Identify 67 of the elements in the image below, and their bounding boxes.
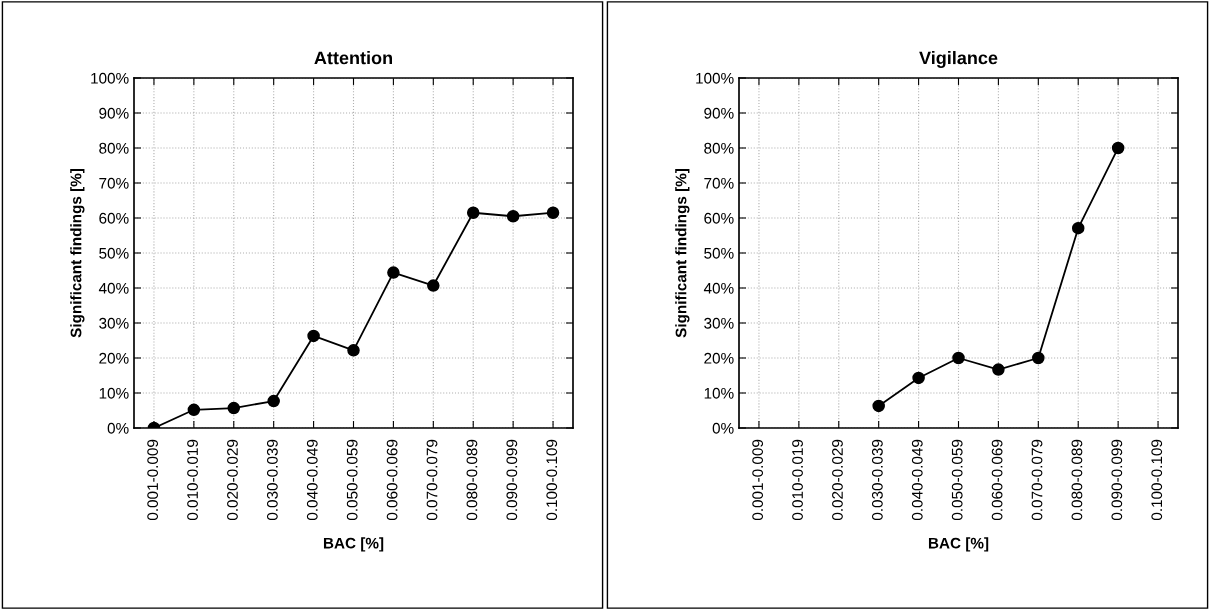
point <box>387 266 400 279</box>
x-tick-label: 0.010-0.019 <box>792 439 803 521</box>
y-tick-label: 100% <box>696 72 734 84</box>
x-tick-label: 0.050-0.059 <box>951 439 963 521</box>
point <box>466 206 480 220</box>
point <box>912 371 925 385</box>
y-tick-label: 50% <box>704 247 734 259</box>
y-tick-label: 80% <box>704 142 734 154</box>
point <box>267 394 280 408</box>
y-tick-label: 70% <box>99 177 129 189</box>
y-tick-label: 90% <box>704 107 734 119</box>
point <box>187 403 201 417</box>
y-tick-label: 40% <box>98 282 129 294</box>
point <box>952 351 965 365</box>
y-tick-label: 40% <box>703 282 734 294</box>
point <box>506 209 520 223</box>
point <box>427 279 440 292</box>
x-tick-label: 0.040-0.049 <box>306 439 318 521</box>
x-axis-title: BAC [%] <box>323 537 384 552</box>
point <box>347 344 360 357</box>
point <box>227 401 241 415</box>
x-tick-label: 0.080-0.089 <box>466 439 478 521</box>
y-tick-label: 60% <box>99 212 129 224</box>
x-tick-label: 0.070-0.079 <box>1031 439 1043 521</box>
y-tick-label: 70% <box>704 177 734 189</box>
x-tick-label: 0.040-0.049 <box>911 439 923 521</box>
x-tick-label: 0.070-0.079 <box>426 439 438 521</box>
x-tick-label: 0.060-0.069 <box>386 439 398 521</box>
chart-title: Attention <box>314 51 392 65</box>
y-tick-label: 10% <box>99 387 129 399</box>
point <box>546 206 560 220</box>
point <box>307 329 320 343</box>
y-axis-title: Significant findings [%] <box>675 168 690 338</box>
chart-title: Vigilance <box>919 51 998 68</box>
x-tick-label: 0.030-0.039 <box>871 439 883 521</box>
x-tick-label: 0.090-0.099 <box>506 439 518 521</box>
y-tick-label: 60% <box>704 212 734 224</box>
y-tick-label: 0% <box>712 422 734 434</box>
x-tick-label: 0.010-0.019 <box>187 439 198 521</box>
x-tick-label: 0.030-0.039 <box>266 439 278 521</box>
y-tick-label: 10% <box>704 387 734 399</box>
x-tick-label: 0.050-0.059 <box>346 439 358 521</box>
point <box>992 363 1005 376</box>
x-tick-label: 0.100-0.109 <box>1151 439 1163 521</box>
y-tick-label: 80% <box>99 142 129 154</box>
x-tick-label: 0.001-0.009 <box>147 439 159 521</box>
y-tick-label: 0% <box>107 422 129 434</box>
y-tick-label: 20% <box>704 352 734 364</box>
point <box>872 399 885 413</box>
x-tick-label: 0.001-0.009 <box>752 439 764 521</box>
x-tick-label: 0.020-0.029 <box>832 439 843 521</box>
y-tick-label: 30% <box>704 317 734 329</box>
x-tick-label: 0.060-0.069 <box>991 439 1003 521</box>
x-axis-title: BAC [%] <box>928 537 989 552</box>
y-tick-label: 20% <box>99 352 129 364</box>
x-tick-label: 0.100-0.109 <box>546 439 558 521</box>
y-tick-label: 30% <box>99 317 129 329</box>
y-tick-label: 100% <box>91 72 129 84</box>
y-axis-title: Significant findings [%] <box>70 168 85 338</box>
y-tick-label: 50% <box>99 247 129 259</box>
point <box>1071 221 1085 235</box>
point <box>1111 141 1125 155</box>
x-tick-label: 0.020-0.029 <box>227 439 238 521</box>
point <box>1032 351 1045 365</box>
x-tick-label: 0.090-0.099 <box>1111 439 1123 521</box>
y-tick-label: 90% <box>99 107 129 119</box>
x-tick-label: 0.080-0.089 <box>1071 439 1083 521</box>
